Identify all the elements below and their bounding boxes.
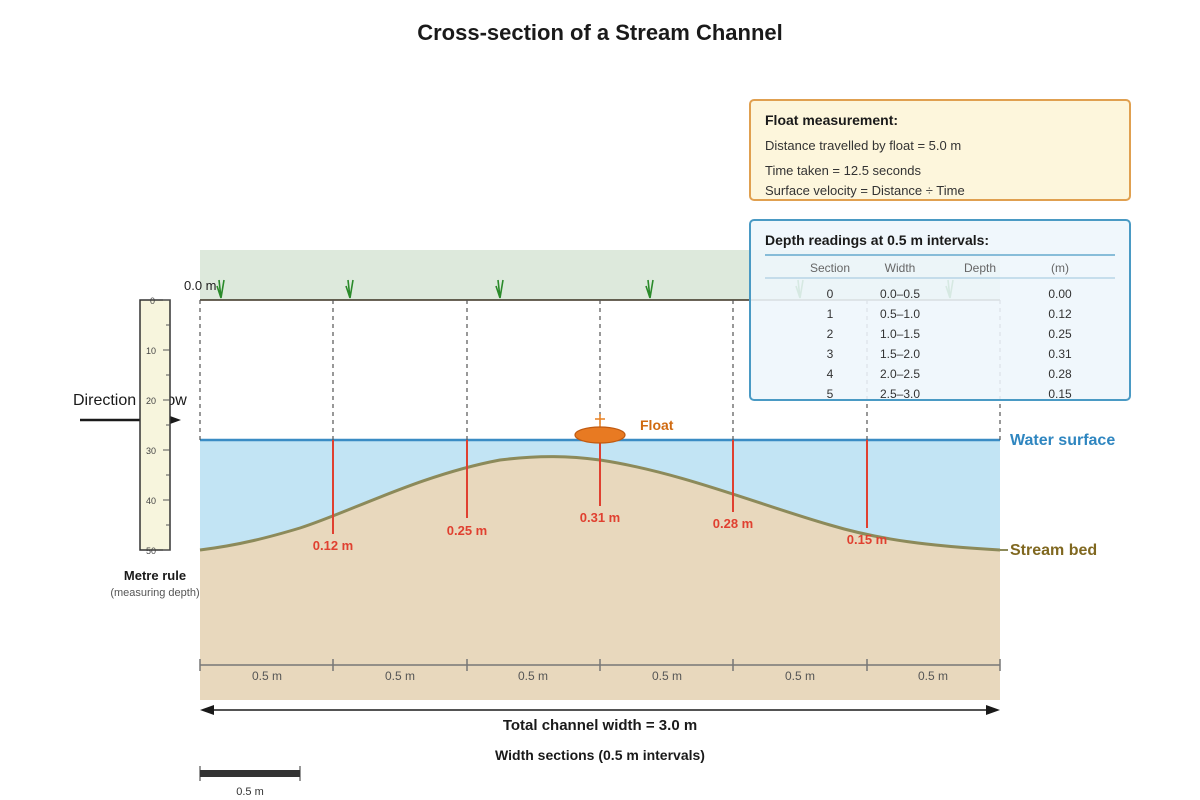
grass-icon bbox=[495, 279, 504, 299]
scale-bar-label: 0.5 m bbox=[236, 786, 264, 798]
table-cell: 1 bbox=[827, 307, 834, 321]
page-title: Cross-section of a Stream Channel bbox=[417, 20, 783, 45]
metre-rule-icon bbox=[139, 299, 171, 551]
table-row: 0 0.0–0.5 0.00 bbox=[827, 287, 1072, 301]
metre-rule-tick-label: 20 bbox=[146, 396, 156, 406]
width-sections-label: Width sections (0.5 m intervals) bbox=[495, 747, 705, 763]
depth-label: 0.28 m bbox=[713, 516, 753, 531]
float-measurement-box bbox=[749, 99, 1131, 201]
depth-label: 0.15 m bbox=[847, 532, 887, 547]
metre-rule-tick-label: 40 bbox=[146, 496, 156, 506]
float-label: Float bbox=[640, 417, 674, 433]
table-cell: 1.0–1.5 bbox=[880, 327, 920, 341]
depth-table-box bbox=[749, 219, 1131, 401]
table-cell: 0 bbox=[827, 287, 834, 301]
metre-rule-tick-label: 50 bbox=[146, 546, 156, 556]
table-cell: 0.15 bbox=[1048, 387, 1072, 401]
arrow-left-icon bbox=[200, 705, 214, 715]
table-cell: 2.0–2.5 bbox=[880, 367, 920, 381]
metre-rule-sublabel: (measuring depth) bbox=[110, 587, 199, 599]
table-cell: 2 bbox=[827, 327, 834, 341]
table-row: 1 0.5–1.0 0.12 bbox=[827, 307, 1072, 321]
table-row: 4 2.0–2.5 0.28 bbox=[827, 367, 1072, 381]
zero-depth-label: 0.0 m bbox=[184, 278, 217, 293]
section-scale-ticks bbox=[199, 659, 1001, 671]
depth-table-title: Depth readings at 0.5 m intervals: bbox=[765, 232, 989, 248]
stream-bed-label: Stream bed bbox=[1010, 542, 1097, 559]
stream-bed-line bbox=[199, 455, 1001, 552]
metre-rule-ticks bbox=[163, 299, 170, 551]
grass-icon bbox=[645, 279, 654, 299]
float-box-line: Surface velocity = Distance ÷ Time bbox=[765, 183, 965, 198]
metre-rule-label: Metre rule bbox=[124, 568, 186, 583]
section-width-label: 0.5 m bbox=[385, 669, 415, 683]
grass-icon bbox=[216, 279, 225, 299]
section-width-label: 0.5 m bbox=[518, 669, 548, 683]
depth-lines bbox=[332, 440, 868, 534]
table-row: 2 1.0–1.5 0.25 bbox=[827, 327, 1072, 341]
depth-label: 0.31 m bbox=[580, 510, 620, 525]
section-width-label: 0.5 m bbox=[652, 669, 682, 683]
table-cell: 0.0–0.5 bbox=[880, 287, 920, 301]
section-width-label: 0.5 m bbox=[785, 669, 815, 683]
water-surface-label: Water surface bbox=[1010, 432, 1115, 449]
float-box-title: Float measurement: bbox=[765, 112, 898, 128]
scale-bar bbox=[200, 770, 300, 777]
table-row: 5 2.5–3.0 0.15 bbox=[827, 387, 1072, 401]
table-cell: 0.00 bbox=[1048, 287, 1072, 301]
section-width-label: 0.5 m bbox=[252, 669, 282, 683]
direction-arrow-icon bbox=[170, 416, 181, 424]
table-cell: 0.28 bbox=[1048, 367, 1072, 381]
depth-label: 0.12 m bbox=[313, 538, 353, 553]
metre-rule-tick-label: 0 bbox=[150, 296, 155, 306]
stream-bed-area bbox=[200, 456, 1000, 700]
float-icon bbox=[574, 426, 626, 444]
table-cell: 5 bbox=[827, 387, 834, 401]
depth-label: 0.25 m bbox=[447, 523, 487, 538]
table-header: Section bbox=[810, 261, 850, 275]
grass-icon bbox=[345, 279, 354, 299]
table-cell: 2.5–3.0 bbox=[880, 387, 920, 401]
float-box-line: Distance travelled by float = 5.0 m bbox=[765, 138, 961, 153]
table-row: 3 1.5–2.0 0.31 bbox=[827, 347, 1072, 361]
total-width-label: Total channel width = 3.0 m bbox=[503, 717, 697, 734]
table-cell: 0.12 bbox=[1048, 307, 1072, 321]
table-header: Width bbox=[885, 261, 916, 275]
table-cell: 0.31 bbox=[1048, 347, 1072, 361]
table-cell: 0.25 bbox=[1048, 327, 1072, 341]
metre-rule-tick-label: 10 bbox=[146, 346, 156, 356]
float-box-line: Time taken = 12.5 seconds bbox=[765, 163, 921, 178]
table-cell: 1.5–2.0 bbox=[880, 347, 920, 361]
table-header: (m) bbox=[1051, 261, 1069, 275]
metre-rule-tick-label: 30 bbox=[146, 446, 156, 456]
table-cell: 3 bbox=[827, 347, 834, 361]
table-cell: 4 bbox=[827, 367, 834, 381]
arrow-right-icon bbox=[986, 705, 1000, 715]
table-cell: 0.5–1.0 bbox=[880, 307, 920, 321]
table-header: Depth bbox=[964, 261, 996, 275]
section-width-label: 0.5 m bbox=[918, 669, 948, 683]
